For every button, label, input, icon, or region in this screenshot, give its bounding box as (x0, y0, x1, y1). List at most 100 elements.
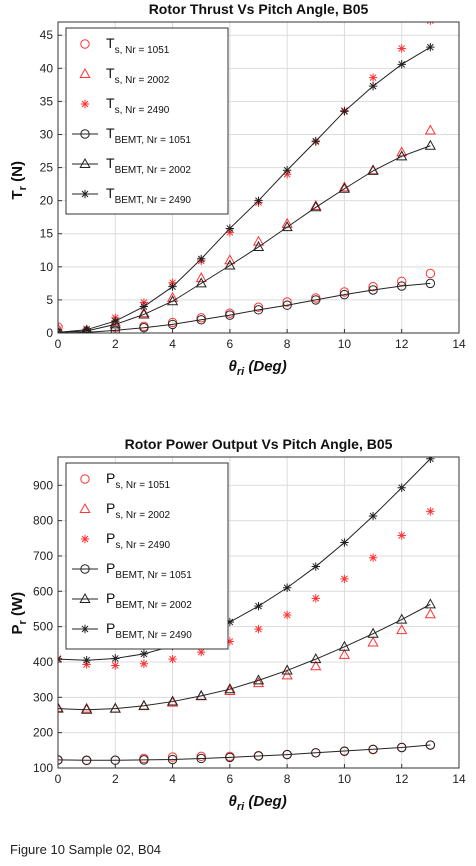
legend-marker (80, 129, 90, 139)
data-point (426, 22, 434, 25)
legend-label-main: P (106, 500, 115, 516)
series-line (58, 603, 431, 711)
data-point (109, 702, 121, 713)
legend-marker (80, 534, 90, 544)
series-3 (58, 740, 436, 765)
data-point (367, 627, 379, 638)
data-point (58, 323, 64, 333)
data-point (424, 598, 436, 609)
legend-label-sub: BEMT, Nr = 2490 (115, 630, 192, 641)
data-point (139, 659, 149, 668)
x-tick-label: 6 (227, 772, 234, 786)
data-point (110, 325, 120, 333)
data-point (339, 289, 350, 300)
data-point (81, 703, 93, 714)
data-point (281, 669, 293, 680)
data-point (196, 753, 206, 764)
data-point (224, 254, 236, 265)
data-point (166, 295, 179, 306)
y-tick-label: 15 (40, 227, 54, 241)
data-point (397, 742, 407, 753)
y-tick-label: 45 (40, 28, 54, 42)
x-tick-label: 14 (452, 337, 466, 351)
y-tick-label: 900 (33, 478, 53, 492)
data-point (281, 664, 293, 675)
legend-label: Ts, Nr = 2490 (106, 95, 170, 116)
data-point (139, 323, 149, 333)
data-point (311, 594, 320, 603)
data-point (254, 196, 263, 205)
legend-label-sub: BEMT, Nr = 2490 (115, 195, 192, 206)
data-point (281, 221, 293, 232)
data-point (110, 755, 120, 765)
series-line (58, 744, 431, 761)
data-point (338, 182, 351, 193)
data-point (58, 755, 63, 765)
y-axis-label: Tr (N) (9, 161, 29, 199)
legend-label-sub: BEMT, Nr = 2002 (115, 600, 192, 611)
y-tick-label: 300 (33, 690, 53, 704)
data-point (82, 656, 91, 665)
legend-label: TBEMT, Nr = 2002 (106, 155, 191, 176)
legend-label-sub: s, Nr = 2490 (115, 105, 170, 116)
data-point (197, 254, 206, 264)
data-point (111, 661, 120, 670)
data-point (111, 316, 120, 326)
y-tick-label: 5 (46, 293, 53, 307)
legend-label-main: T (106, 35, 115, 51)
y-axis-label-main: P (9, 624, 26, 634)
data-point (225, 752, 235, 763)
data-point (397, 60, 406, 69)
series-line (58, 458, 431, 661)
legend-label-main: T (106, 155, 115, 171)
data-point (252, 677, 265, 688)
data-point (138, 308, 150, 319)
legend-marker (80, 624, 90, 634)
data-point (139, 755, 149, 765)
data-point (339, 746, 350, 756)
legend-label-sub: BEMT, Nr = 2002 (115, 165, 192, 176)
y-axis-label-group: Pr (W) (9, 592, 29, 635)
data-point (396, 613, 408, 624)
x-axis-label-tail: (Deg) (244, 358, 287, 375)
y-tick-label: 800 (33, 514, 53, 528)
chart-title: Rotor Power Output Vs Pitch Angle, B05 (125, 436, 393, 452)
figure-caption: Figure 10 Sample 02, B04 (10, 842, 162, 857)
legend-label-main: P (106, 620, 115, 636)
y-tick-label: 700 (33, 549, 53, 563)
y-tick-label: 40 (40, 61, 54, 75)
legend-label-main: T (106, 95, 115, 111)
data-point (225, 310, 235, 320)
data-point (425, 268, 436, 279)
x-axis-label-tail: (Deg) (244, 793, 287, 810)
legend-label: Ps, Nr = 2002 (106, 500, 171, 521)
legend-label: TBEMT, Nr = 1051 (106, 125, 191, 146)
legend-label: TBEMT, Nr = 2490 (106, 185, 191, 206)
legend-label-sub: s, Nr = 1051 (115, 45, 170, 56)
x-tick-label: 8 (284, 772, 291, 786)
x-axis-label-main: θ (229, 793, 238, 810)
data-point (310, 201, 322, 212)
x-tick-label: 4 (169, 772, 176, 786)
data-point (425, 278, 436, 289)
legend-marker (79, 502, 91, 513)
y-axis-label-main: T (9, 190, 26, 199)
data-point (368, 511, 378, 521)
data-point (168, 654, 177, 664)
axes-frame (57, 456, 460, 769)
legend-marker (80, 99, 90, 109)
data-point (252, 674, 265, 685)
legend-label: Ps, Nr = 1051 (106, 470, 171, 491)
legend-box (65, 462, 229, 650)
legend-label-sub: s, Nr = 2490 (115, 540, 170, 551)
y-axis-label-tail: (N) (9, 161, 26, 186)
x-tick-label: 0 (55, 337, 62, 351)
x-tick-label: 10 (338, 337, 352, 351)
data-point (311, 748, 321, 758)
data-point (81, 755, 92, 765)
data-point (167, 754, 178, 765)
data-point (197, 647, 206, 657)
legend-label-main: T (106, 65, 115, 81)
